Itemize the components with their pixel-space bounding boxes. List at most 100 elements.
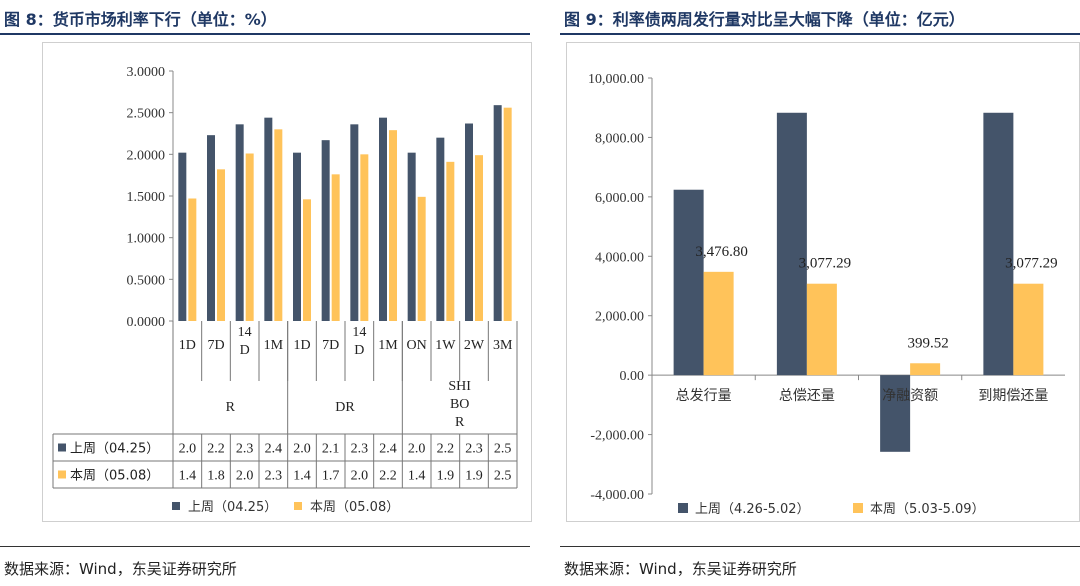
bar-this-week: [503, 107, 512, 322]
bar-last-week: [673, 189, 704, 376]
y-tick-label: 0.0000: [127, 315, 166, 330]
left-chart-frame: [42, 42, 532, 522]
bar-this-week: [389, 130, 397, 321]
legend-label: 本周（05.08）: [310, 500, 399, 515]
bar-last-week: [776, 112, 807, 376]
bar-last-week: [207, 135, 215, 321]
table-cell-value: 1.4: [179, 469, 197, 484]
bar-this-week: [475, 155, 483, 321]
category-label: ON: [407, 338, 427, 353]
group-label: R: [226, 400, 236, 415]
y-tick-label: -2,000.00: [590, 429, 644, 444]
table-series-name: 本周（05.08）: [70, 469, 159, 484]
right-bar-chart: 10,000.00 8,000.00 6,000.00 4,000.00 2,000.0…: [588, 72, 1065, 517]
bar-last-week: [493, 105, 502, 322]
data-label: 3,077.29: [799, 256, 852, 272]
table-cell-value: 2.1: [322, 442, 340, 457]
table-cell-value: 2.3: [465, 442, 483, 457]
legend-swatch: [294, 502, 302, 510]
bar-this-week: [446, 161, 455, 321]
right-source-note: 数据来源：Wind，东吴证券研究所: [564, 560, 797, 578]
table-cell-value: 2.0: [179, 442, 197, 457]
table-cell-value: 2.2: [437, 442, 455, 457]
right-figure-panel: 图 9：利率债两周发行量对比呈大幅下降（单位：亿元） 10,000.00 8,00…: [560, 0, 1080, 586]
data-label: 3,476.80: [695, 244, 748, 260]
category-label: 1D: [179, 338, 196, 353]
bar-last-week: [465, 123, 473, 321]
category-label: 1W: [435, 338, 456, 353]
y-tick-label: 8,000.00: [595, 131, 644, 146]
table-cell-value: 2.2: [379, 469, 397, 484]
y-tick-label: 3.0000: [127, 65, 166, 80]
bar-this-week: [360, 154, 369, 321]
bar-last-week: [293, 152, 301, 321]
category-label: 到期偿还量: [978, 388, 1048, 404]
bar-last-week: [178, 152, 187, 321]
left-title-rule: [0, 33, 530, 35]
right-title-rule: [560, 33, 1080, 35]
y-tick-label: 2.5000: [127, 107, 166, 122]
y-tick-label: 0.5000: [127, 273, 166, 288]
right-bottom-rule: [560, 546, 1080, 547]
y-tick-label: 1.5000: [127, 190, 166, 205]
table-cell-value: 1.9: [437, 469, 455, 484]
data-label: 3,077.29: [1005, 256, 1058, 272]
y-tick-label: 2,000.00: [595, 310, 644, 325]
left-source-note: 数据来源：Wind，东吴证券研究所: [4, 560, 237, 578]
category-label: 3M: [493, 338, 513, 353]
bar-this-week: [217, 169, 225, 321]
table-cell-value: 2.3: [265, 469, 283, 484]
table-cell-value: 2.5: [494, 442, 512, 457]
bar-this-week: [703, 271, 734, 376]
table-cell-value: 2.0: [236, 469, 254, 484]
table-cell-value: 1.7: [322, 469, 340, 484]
category-label: 1D: [293, 338, 310, 353]
data-label: 399.52: [908, 335, 949, 351]
table-cell-value: 2.0: [351, 469, 369, 484]
table-cell-value: 2.0: [408, 442, 426, 457]
bar-this-week: [910, 363, 941, 376]
y-tick-label: 10,000.00: [588, 72, 644, 87]
left-bottom-rule: [0, 546, 530, 547]
table-cell-value: 2.2: [207, 442, 225, 457]
table-cell-value: 1.8: [207, 469, 225, 484]
table-cell-value: 2.3: [236, 442, 254, 457]
bar-last-week: [235, 124, 244, 321]
bar-last-week: [350, 124, 359, 321]
table-cell-value: 1.4: [408, 469, 426, 484]
legend-swatch: [678, 503, 688, 513]
table-cell-value: 2.4: [265, 442, 283, 457]
category-label: 1M: [378, 338, 398, 353]
category-label: 14 D: [238, 325, 252, 358]
category-label: 总发行量: [676, 388, 732, 404]
bar-this-week: [274, 129, 283, 321]
right-figure-title: 图 9：利率债两周发行量对比呈大幅下降（单位：亿元）: [564, 10, 965, 29]
category-label: 2W: [464, 338, 485, 353]
left-figure-panel: 图 8：货币市场利率下行（单位：%） 3.0000 2.5000 2.0000 1.5…: [0, 0, 532, 586]
category-label: 7D: [322, 338, 339, 353]
table-legend-swatch: [58, 470, 66, 479]
bar-this-week: [188, 198, 197, 321]
y-tick-label: 6,000.00: [595, 191, 644, 206]
table-series-name: 上周（04.25）: [70, 442, 159, 457]
table-cell-value: 1.4: [293, 469, 311, 484]
y-tick-label: 0.00: [620, 369, 645, 384]
category-label: 14 D: [352, 325, 366, 358]
bar-last-week: [983, 112, 1014, 376]
legend-swatch: [853, 503, 863, 513]
bar-this-week: [245, 153, 254, 321]
table-legend-swatch: [58, 443, 66, 452]
bar-this-week: [303, 199, 311, 321]
bar-last-week: [407, 152, 416, 321]
bar-last-week: [264, 117, 273, 322]
bar-this-week: [1013, 283, 1044, 376]
bar-this-week: [806, 283, 837, 376]
category-label: 7D: [207, 338, 224, 353]
table-cell-value: 2.0: [293, 442, 311, 457]
bar-last-week: [321, 140, 330, 321]
legend-label: 上周（4.26-5.02）: [695, 502, 810, 517]
group-label: DR: [335, 400, 355, 415]
table-cell-value: 2.3: [351, 442, 369, 457]
table-cell-value: 2.5: [494, 469, 512, 484]
category-label: 1M: [264, 338, 284, 353]
